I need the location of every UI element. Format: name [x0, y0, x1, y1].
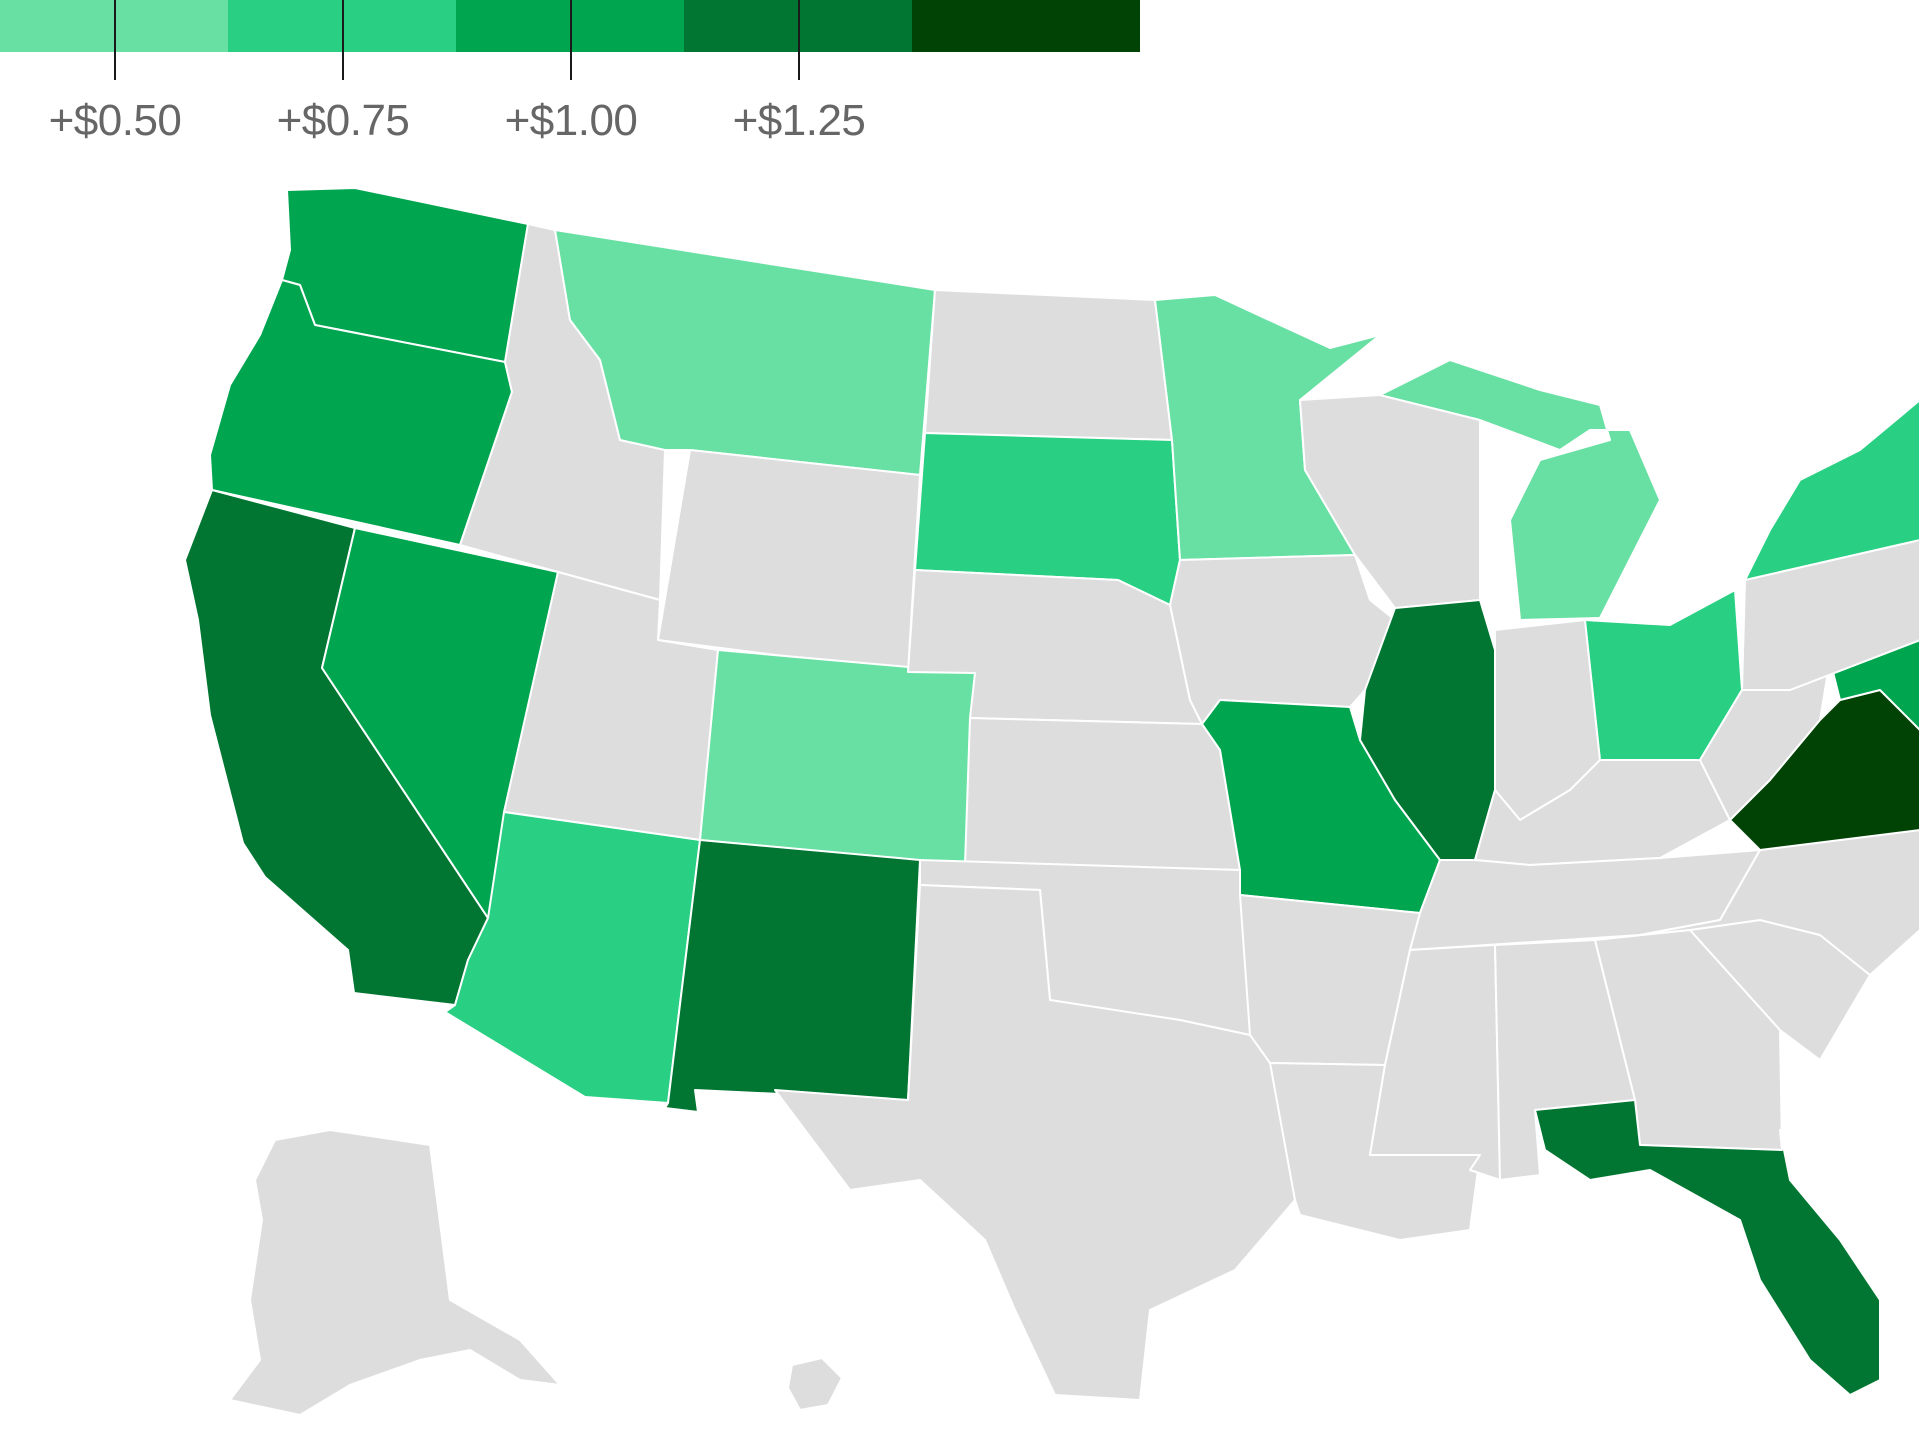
legend-tick	[570, 0, 572, 80]
legend-tick-label: +$0.75	[276, 96, 410, 145]
state-co[interactable]	[699, 649, 976, 866]
legend-tick	[114, 0, 116, 80]
legend: +$0.50 +$0.75 +$1.00 +$1.25	[0, 0, 1140, 170]
state-ak[interactable]	[229, 1129, 561, 1416]
state-nd[interactable]	[924, 289, 1173, 441]
state-fl[interactable]	[1534, 1099, 1881, 1396]
legend-tick-label: +$1.25	[732, 96, 866, 145]
state-mi[interactable]	[1379, 359, 1661, 621]
state-ks[interactable]	[964, 717, 1241, 871]
state-hi[interactable]	[787, 1357, 843, 1411]
state-ny[interactable]	[1744, 399, 1920, 581]
state-ia[interactable]	[1169, 554, 1396, 725]
state-nm[interactable]	[664, 839, 921, 1113]
legend-tick	[342, 0, 344, 80]
legend-tick-label: +$0.50	[48, 96, 182, 145]
state-nc[interactable]	[1639, 829, 1920, 976]
legend-swatch	[912, 0, 1140, 52]
legend-tick	[798, 0, 800, 80]
state-wy[interactable]	[657, 449, 921, 673]
state-tx[interactable]	[774, 884, 1296, 1401]
legend-tick-label: +$1.00	[504, 96, 638, 145]
state-va[interactable]	[1729, 689, 1920, 851]
